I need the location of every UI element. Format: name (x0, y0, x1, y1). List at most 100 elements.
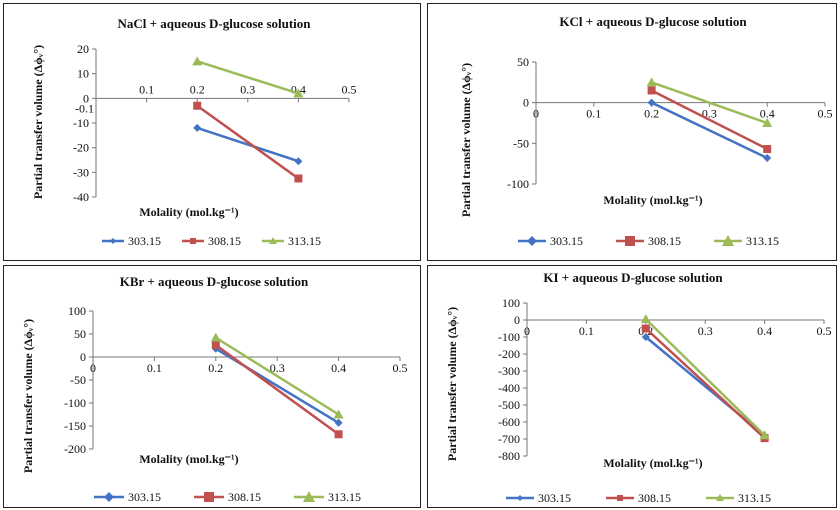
x-tick-label: 0.1 (147, 361, 162, 375)
data-point-313.15 (333, 409, 344, 419)
y-tick-label: -10 (73, 116, 89, 130)
y-tick-label: -200 (64, 442, 86, 456)
x-tick-label: 0.1 (579, 324, 594, 338)
x-tick-label: -0.1 (75, 101, 94, 115)
y-tick-label: 100 (68, 304, 86, 318)
legend-label: 303.15 (550, 234, 583, 248)
x-tick-label: 0.5 (818, 107, 833, 121)
data-point-313.15 (762, 118, 773, 127)
y-tick-label: 20 (77, 42, 89, 56)
x-tick-label: 0.3 (698, 324, 713, 338)
x-tick-label: 0 (90, 361, 96, 375)
data-point-313.15 (293, 88, 304, 98)
legend-label: 308.15 (228, 490, 261, 504)
x-tick-label: 0.5 (393, 361, 408, 375)
x-tick-label: 0.4 (757, 324, 772, 338)
data-point-313.15 (646, 77, 657, 87)
y-tick-label: -50 (70, 373, 86, 387)
legend-marker-308.15 (190, 238, 196, 244)
x-tick-label: 0.1 (139, 82, 154, 96)
y-tick-label: -800 (498, 449, 520, 463)
y-tick-label: -150 (64, 419, 86, 433)
data-point-313.15 (640, 314, 651, 324)
y-tick-label: 10 (77, 67, 89, 81)
series-line-313.15 (215, 336, 340, 416)
y-tick-label: -400 (498, 381, 520, 395)
series-line-303.15 (196, 126, 299, 163)
chart-nacl: NaCl + aqueous D-glucose solution 20 10 0 -1… (31, 16, 357, 248)
chart-panel-ki: KI + aqueous D-glucose solution 100 0 -100 -… (427, 265, 837, 508)
y-tick-label: -500 (498, 398, 520, 412)
chart-panel-kcl: KCl + aqueous D-glucose solution 50 0 -50 -1… (427, 3, 837, 261)
legend-label: 313.15 (746, 234, 779, 248)
legend-marker-303.15 (110, 238, 116, 244)
legend-label: 313.15 (288, 234, 321, 248)
series-line-308.15 (196, 104, 300, 180)
legend-marker-313.15 (303, 491, 315, 502)
legend-label: 313.15 (328, 490, 361, 504)
series-line-308.15 (215, 344, 340, 436)
x-tick-label: 0.3 (270, 361, 285, 375)
chart-ki: KI + aqueous D-glucose solution 100 0 -100 -… (445, 270, 832, 505)
legend-marker-308.15 (617, 495, 623, 501)
legend-label: 308.15 (638, 491, 671, 505)
data-point-313.15 (210, 332, 221, 342)
data-point-303.15 (641, 333, 650, 341)
y-tick-label: -50 (513, 136, 529, 150)
series-line-308.15 (651, 89, 768, 151)
chart-title: KCl + aqueous D-glucose solution (559, 14, 747, 29)
legend-marker-313.15 (269, 237, 277, 244)
y-tick-label: -700 (498, 432, 520, 446)
x-tick-label: 0.5 (342, 82, 357, 96)
x-tick-label: 0.4 (331, 361, 346, 375)
x-tick-label: 0.2 (208, 361, 223, 375)
x-axis-label: Molality (mol.kg⁻¹) (139, 205, 238, 219)
legend-marker-313.15 (716, 494, 724, 501)
y-tick-label: -30 (73, 165, 89, 179)
y-tick-label: -600 (498, 415, 520, 429)
x-tick-label: 0.2 (190, 82, 205, 96)
data-point-313.15 (192, 56, 203, 66)
chart-title: KBr + aqueous D-glucose solution (120, 274, 309, 289)
x-tick-label: 0.5 (817, 324, 832, 338)
x-tick-label: 0.4 (760, 107, 775, 121)
legend-marker-308.15 (625, 236, 635, 246)
legend-label: 313.15 (738, 491, 771, 505)
data-point-303.15 (294, 157, 303, 166)
y-tick-label: -100 (64, 396, 86, 410)
legend-label: 303.15 (128, 234, 161, 248)
y-tick-label: -40 (73, 190, 89, 204)
legend-marker-313.15 (722, 235, 734, 246)
x-axis-label: Molality (mol.kg⁻¹) (603, 456, 702, 470)
y-tick-label: 0 (514, 313, 520, 327)
legend-marker-303.15 (517, 495, 523, 501)
x-tick-label: 0 (533, 107, 539, 121)
data-point-303.15 (193, 123, 202, 132)
legend-label: 308.15 (648, 234, 681, 248)
y-tick-label: 0 (83, 91, 89, 105)
data-point-303.15 (763, 153, 772, 162)
data-point-308.15 (641, 324, 650, 333)
y-axis-label: Partial transfer volume (Δϕᵥ°) (445, 307, 459, 461)
y-tick-label: -200 (498, 347, 520, 361)
y-axis-label: Partial transfer volume (Δϕᵥ°) (21, 319, 35, 473)
y-tick-label: 50 (517, 55, 529, 69)
series-line-313.15 (651, 81, 768, 125)
chart-title: NaCl + aqueous D-glucose solution (117, 16, 311, 31)
y-tick-label: 100 (502, 296, 520, 310)
data-point-303.15 (647, 98, 656, 107)
legend-label: 308.15 (208, 234, 241, 248)
series-line-303.15 (651, 101, 768, 160)
legend-marker-303.15 (104, 492, 114, 502)
y-tick-label: 50 (74, 327, 86, 341)
data-point-313.15 (759, 430, 770, 440)
data-point-308.15 (334, 430, 343, 439)
data-point-308.15 (647, 86, 656, 95)
data-point-308.15 (294, 174, 303, 183)
legend-label: 303.15 (128, 490, 161, 504)
y-tick-label: -300 (498, 364, 520, 378)
y-tick-label: 0 (523, 96, 529, 110)
data-point-308.15 (211, 341, 220, 350)
legend-marker-308.15 (204, 492, 214, 502)
chart-title: KI + aqueous D-glucose solution (543, 270, 723, 285)
